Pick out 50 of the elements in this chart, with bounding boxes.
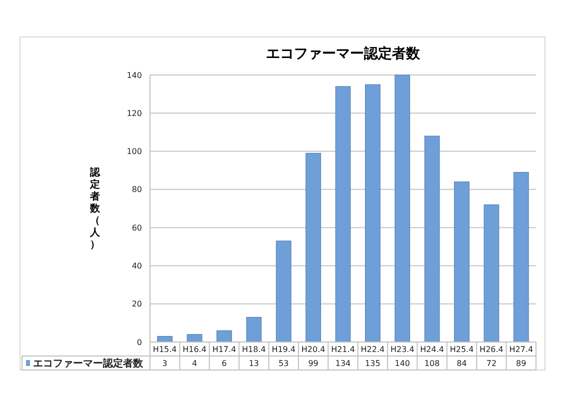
x-tick-label: H21.4 (331, 344, 355, 354)
x-tick-label: H17.4 (212, 344, 236, 354)
data-label: 4 (192, 358, 198, 368)
data-label: 108 (424, 358, 440, 368)
y-tick-label: 80 (132, 185, 142, 194)
bar (394, 74, 410, 342)
bar (276, 240, 292, 342)
y-tick-label: 0 (136, 338, 142, 347)
chart-title: エコファーマー認定者数 (266, 45, 421, 62)
x-tick-label: H23.4 (390, 344, 414, 354)
x-tick-label: H19.4 (272, 344, 296, 354)
x-tick-label: H25.4 (450, 344, 474, 354)
bar (513, 172, 529, 342)
bar (424, 136, 440, 342)
data-label: 84 (456, 358, 467, 368)
bar (216, 330, 232, 342)
y-tick-label: 100 (126, 147, 142, 156)
y-tick-label: 60 (132, 223, 142, 232)
bar (365, 84, 380, 342)
x-tick-label: H22.4 (360, 344, 385, 354)
data-label: 135 (365, 358, 380, 368)
bar (335, 86, 351, 342)
data-label: 53 (278, 358, 289, 368)
y-axis-title: 認定者数（人） (89, 166, 101, 250)
bar (186, 334, 202, 342)
legend-label: エコファーマー認定者数 (33, 358, 144, 370)
y-tick-label: 120 (126, 108, 142, 118)
y-tick-label: 20 (132, 300, 142, 309)
data-label: 140 (394, 358, 410, 368)
bar (246, 316, 262, 342)
bar (454, 182, 470, 342)
data-label: 99 (308, 358, 318, 368)
data-label: 6 (222, 358, 227, 368)
x-tick-label: H20.4 (301, 344, 326, 354)
x-tick-label: H15.4 (152, 344, 177, 354)
x-tick-label: H16.4 (182, 344, 206, 354)
x-tick-label: H27.4 (509, 344, 534, 354)
x-tick-label: H18.4 (242, 344, 266, 354)
data-label: 72 (486, 358, 497, 368)
bar (306, 152, 321, 342)
bar (484, 204, 500, 342)
data-label: 13 (248, 358, 260, 368)
data-label: 3 (162, 358, 168, 368)
x-tick-label: H24.4 (420, 344, 444, 354)
bar (157, 336, 173, 342)
y-tick-label: 40 (132, 262, 142, 271)
y-tick-label: 140 (126, 70, 142, 80)
data-label: 134 (335, 358, 351, 368)
x-tick-label: H26.4 (480, 344, 504, 354)
data-label: 89 (516, 358, 526, 368)
